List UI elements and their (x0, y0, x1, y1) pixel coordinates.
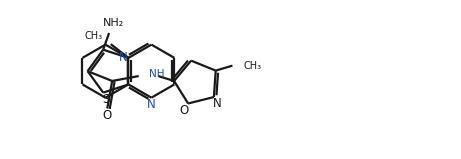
Text: N: N (213, 97, 221, 111)
Text: NH₂: NH₂ (102, 18, 124, 28)
Text: CH₃: CH₃ (85, 31, 103, 41)
Text: N: N (147, 98, 156, 111)
Text: O: O (103, 109, 112, 122)
Text: NH: NH (148, 69, 164, 79)
Text: S: S (102, 93, 110, 106)
Text: N: N (119, 51, 128, 64)
Text: CH₃: CH₃ (243, 61, 261, 71)
Text: O: O (180, 104, 189, 117)
